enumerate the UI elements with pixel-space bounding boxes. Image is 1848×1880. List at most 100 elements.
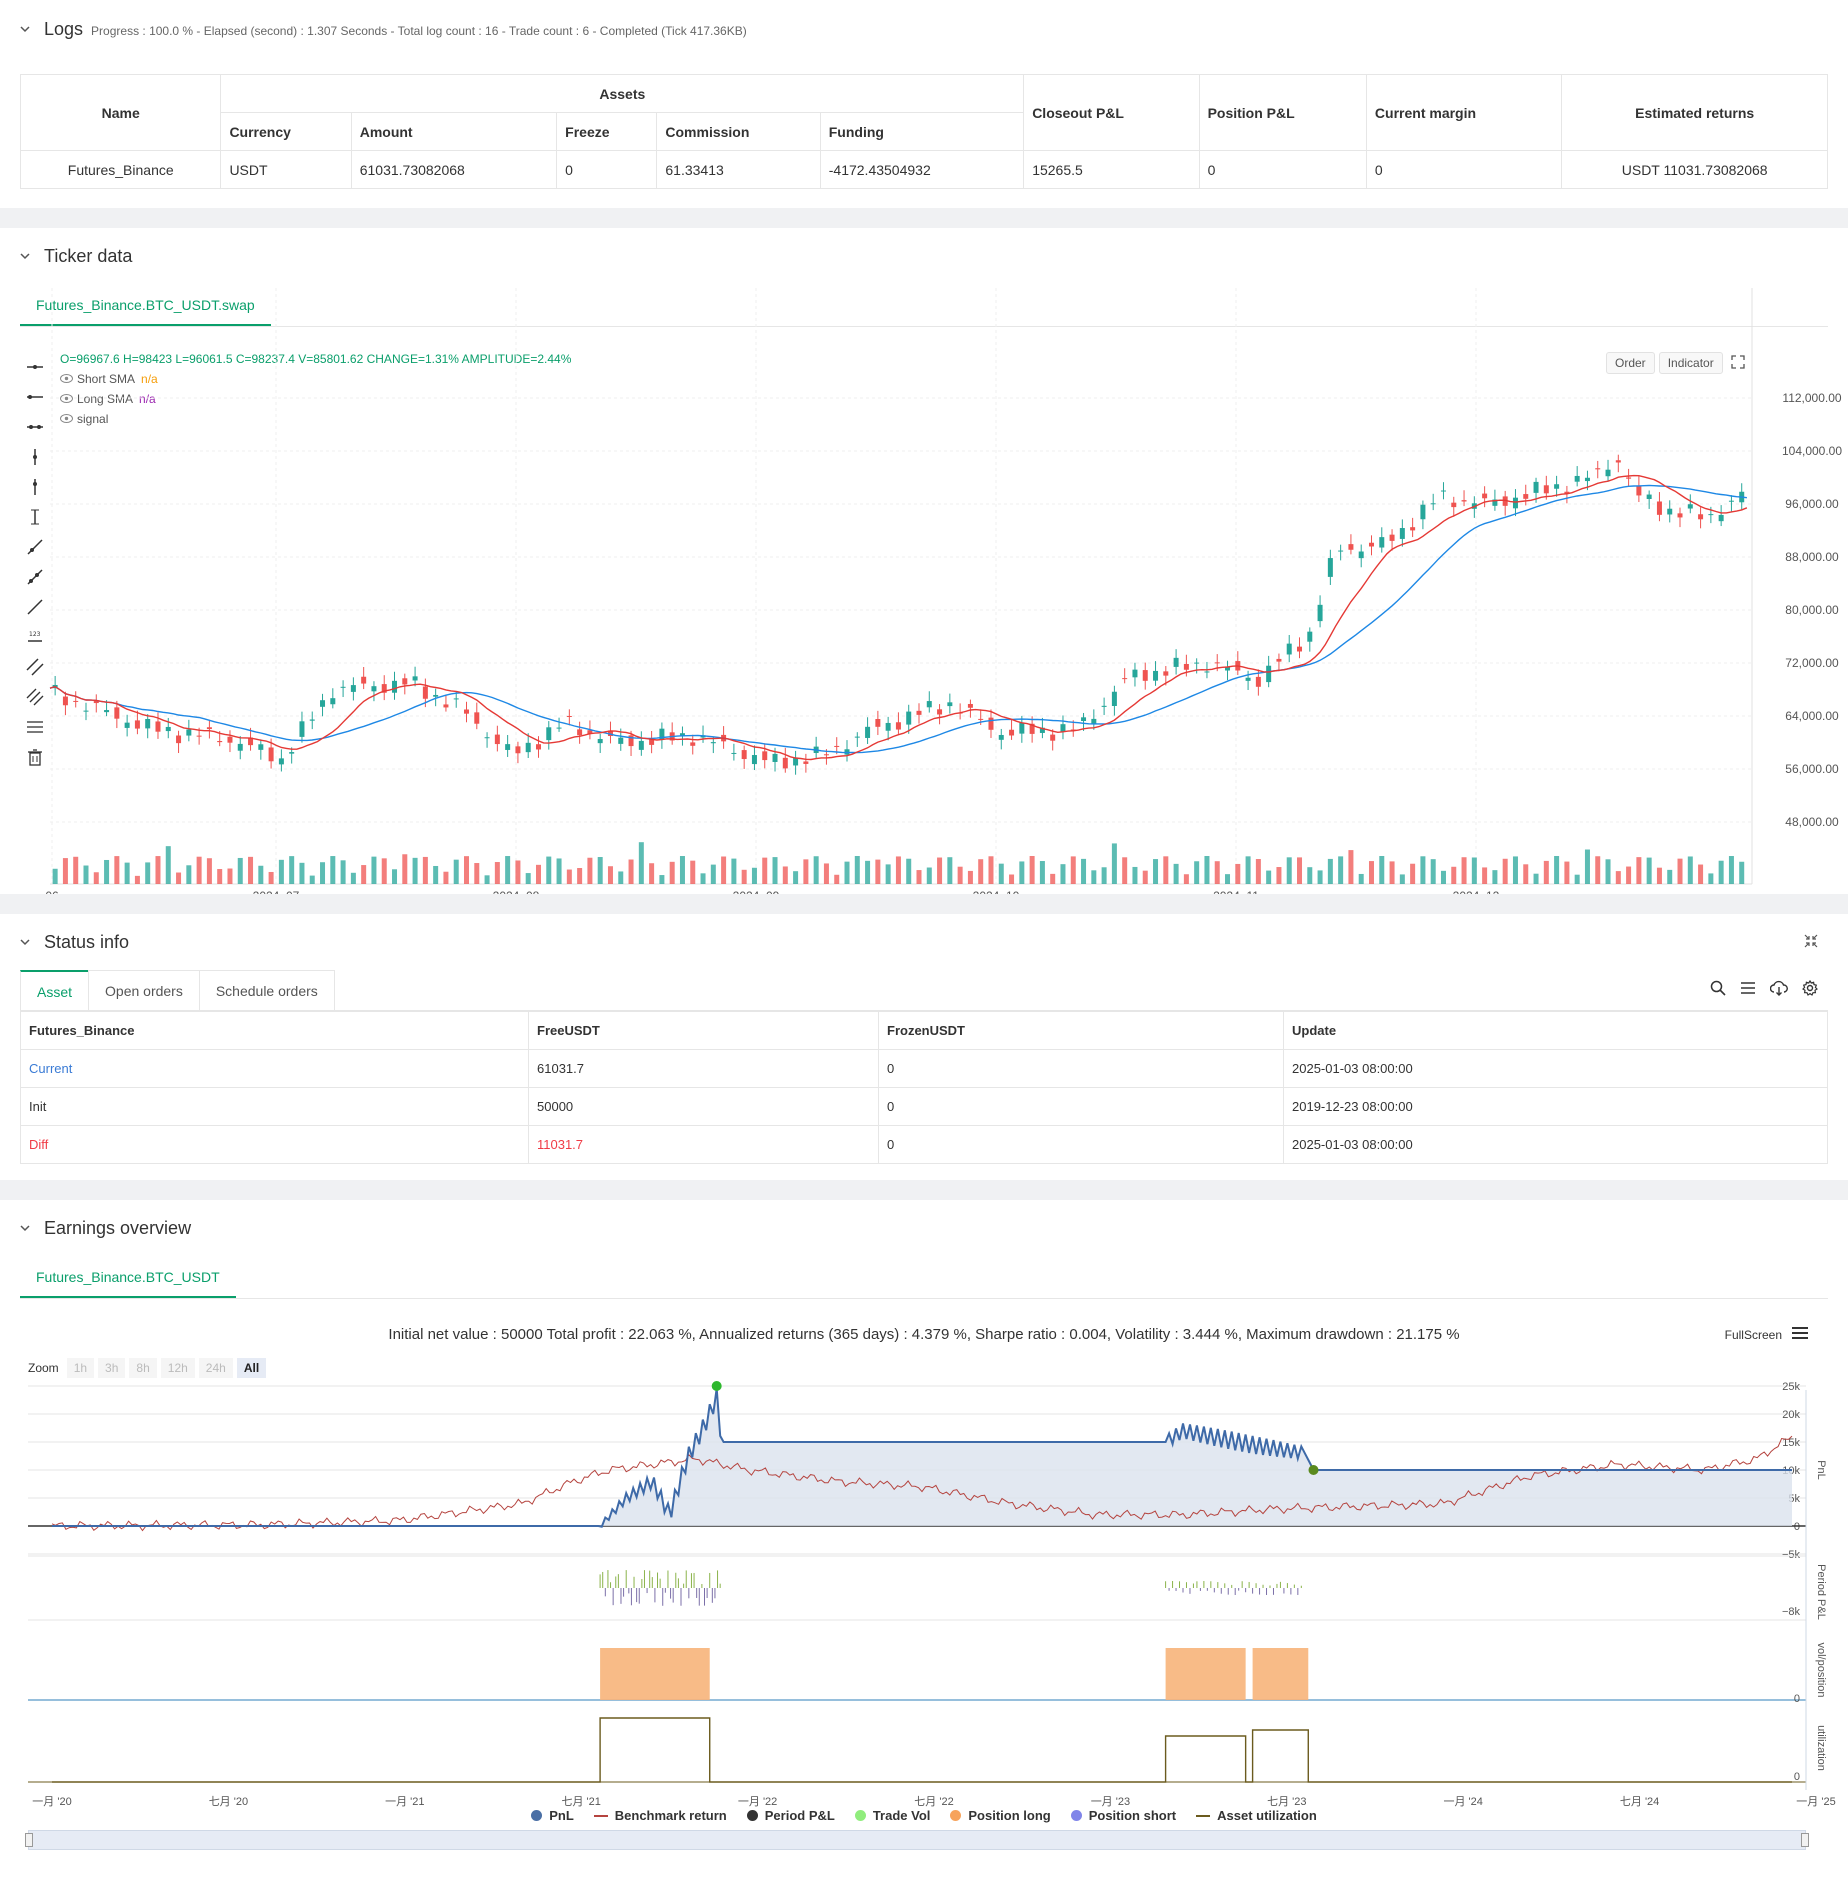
candle-body (83, 710, 89, 712)
collapse-icon[interactable] (1804, 934, 1818, 951)
ticker-header[interactable]: Ticker data (0, 228, 1848, 284)
trend-line-icon[interactable] (26, 598, 44, 616)
candle-body (628, 735, 634, 747)
vertical-segment-icon[interactable] (26, 478, 44, 496)
price-range-icon[interactable] (26, 508, 44, 526)
volume-bar (134, 875, 140, 884)
legend-item[interactable]: Asset utilization (1196, 1808, 1317, 1823)
volume-bar (176, 872, 182, 884)
chevron-down-icon[interactable] (18, 935, 32, 949)
volume-bar (1492, 870, 1498, 884)
earnings-summary: Initial net value : 50000 Total profit :… (388, 1326, 1460, 1343)
tab-ticker-symbol[interactable]: Futures_Binance.BTC_USDT.swap (20, 284, 271, 326)
zoom-24h-button[interactable]: 24h (198, 1358, 233, 1378)
volume-bar (474, 863, 480, 884)
status-header[interactable]: Status info (0, 914, 1848, 970)
navigator[interactable] (25, 1830, 1809, 1850)
horizontal-ray-icon[interactable] (26, 388, 44, 406)
row-current-label[interactable]: Current (20, 1049, 529, 1088)
chevron-down-icon[interactable] (18, 1221, 32, 1235)
signal-legend[interactable]: signal (60, 412, 108, 426)
eye-icon[interactable] (60, 372, 73, 386)
candle-body (73, 700, 79, 702)
candlestick-chart[interactable]: 112,000.00 104,000.00 96,000.00 88,000.00 80… (0, 228, 1848, 894)
short-sma-legend[interactable]: Short SMA n/a (60, 372, 158, 386)
tab-earnings-symbol[interactable]: Futures_Binance.BTC_USDT (20, 1256, 236, 1298)
volume-bar (412, 857, 418, 884)
vertical-line-icon[interactable] (26, 448, 44, 466)
zoom-8h-button[interactable]: 8h (129, 1358, 157, 1378)
eye-icon[interactable] (60, 412, 73, 426)
chevron-down-icon[interactable] (18, 249, 32, 263)
volume-bar (535, 864, 541, 884)
volume-bar (649, 863, 655, 884)
horizontal-levels-icon[interactable] (26, 718, 44, 736)
fullscreen-button[interactable]: FullScreen (1724, 1327, 1782, 1342)
volume-bar (1626, 866, 1632, 884)
zoom-all-button[interactable]: All (236, 1358, 267, 1378)
volume-bar (62, 858, 68, 884)
earnings-title: Earnings overview (44, 1217, 192, 1238)
gear-icon[interactable] (1802, 979, 1818, 999)
candle-body (278, 758, 284, 765)
legend-item[interactable]: PnL (531, 1808, 574, 1823)
cloud-download-icon[interactable] (1769, 980, 1788, 999)
volume-bar (793, 871, 799, 884)
logs-header[interactable]: Logs Progress : 100.0 % - Elapsed (secon… (0, 0, 1848, 58)
menu-icon[interactable] (1792, 1326, 1808, 1343)
candle-body (1348, 544, 1354, 550)
price-label-icon[interactable]: 123 (26, 628, 44, 646)
tab-open-orders[interactable]: Open orders (88, 970, 200, 1010)
parallel-channel-icon[interactable] (26, 658, 44, 676)
candle-body (1595, 468, 1601, 470)
search-icon[interactable] (1710, 980, 1726, 999)
date-tick-label: 七月 '21 (561, 1795, 600, 1808)
candle-body (227, 736, 233, 743)
trash-icon[interactable] (26, 748, 44, 766)
legend-item[interactable]: Position long (950, 1808, 1051, 1823)
legend-item[interactable]: Trade Vol (854, 1808, 930, 1823)
volume-bar (433, 865, 439, 884)
tab-asset[interactable]: Asset (20, 970, 90, 1010)
zoom-3h-button[interactable]: 3h (98, 1358, 126, 1378)
candle-body (967, 703, 973, 708)
candle-body (1440, 490, 1446, 492)
volume-bar (566, 869, 572, 884)
zoom-1h-button[interactable]: 1h (66, 1358, 95, 1378)
order-button[interactable]: Order (1606, 352, 1655, 374)
max-marker (711, 1381, 722, 1391)
legend-item[interactable]: Position short (1070, 1808, 1176, 1823)
navigator-right-handle[interactable] (1801, 1833, 1809, 1847)
navigator-left-handle[interactable] (25, 1833, 33, 1847)
list-icon[interactable] (1740, 980, 1756, 999)
volume-bar (597, 857, 603, 884)
volume-bar (916, 870, 922, 884)
eye-icon[interactable] (60, 392, 73, 406)
earnings-legend: PnL Benchmark return Period P&L Trade Vol Po… (0, 1808, 1848, 1823)
legend-marker (1070, 1810, 1082, 1821)
volume-bar (1307, 867, 1313, 884)
chevron-down-icon[interactable] (18, 22, 32, 36)
legend-item[interactable]: Benchmark return (593, 1808, 727, 1823)
candle-body (649, 739, 655, 745)
long-sma-legend[interactable]: Long SMA n/a (60, 392, 156, 406)
indicator-button[interactable]: Indicator (1658, 352, 1723, 374)
candle-body (124, 722, 130, 728)
candle-body (998, 734, 1004, 740)
date-tick-label: 一月 '25 (1796, 1796, 1835, 1808)
fibonacci-icon[interactable] (26, 688, 44, 706)
candle-body (1379, 537, 1385, 548)
tab-schedule-orders[interactable]: Schedule orders (198, 970, 335, 1010)
horizontal-line-icon[interactable] (26, 358, 44, 376)
legend-item[interactable]: Period P&L (746, 1808, 835, 1823)
ray-line-icon[interactable] (26, 568, 44, 586)
candle-body (1317, 604, 1323, 622)
volume-bar (865, 860, 871, 884)
candles (52, 454, 1745, 884)
fullscreen-icon[interactable] (1731, 354, 1745, 372)
segment-icon[interactable] (26, 538, 44, 556)
extended-line-icon[interactable] (26, 418, 44, 436)
earnings-header[interactable]: Earnings overview (0, 1200, 1848, 1256)
zoom-12h-button[interactable]: 12h (160, 1358, 195, 1378)
